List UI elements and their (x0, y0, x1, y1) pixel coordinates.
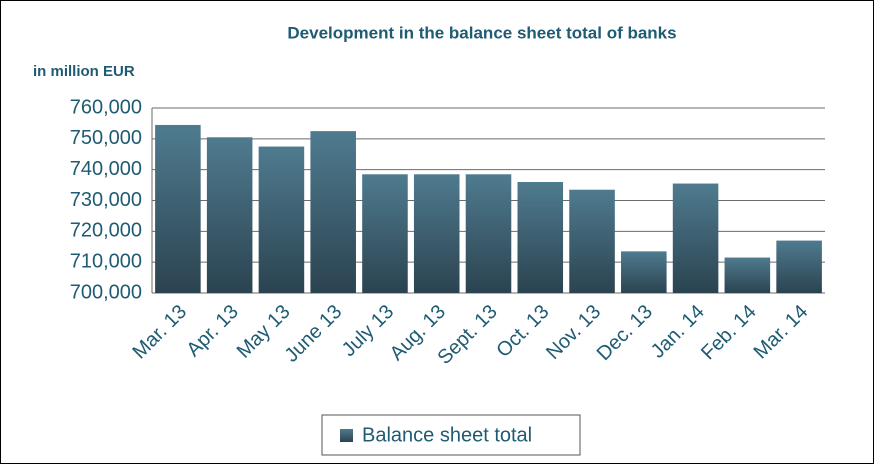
bar (310, 131, 356, 293)
y-tick-label: 710,000 (70, 250, 142, 272)
legend-swatch (340, 429, 353, 442)
bar (155, 124, 201, 293)
chart-title: Development in the balance sheet total o… (287, 23, 676, 42)
bar (672, 183, 719, 293)
legend-label: Balance sheet total (362, 424, 532, 446)
axis-label: in million EUR (33, 63, 135, 80)
bar (413, 174, 460, 293)
bar (465, 174, 512, 293)
bar (724, 257, 771, 293)
y-tick-label: 720,000 (70, 220, 142, 242)
y-tick-label: 700,000 (70, 281, 142, 303)
bar (517, 182, 564, 293)
y-tick-label: 740,000 (70, 158, 142, 180)
bar (621, 251, 667, 293)
bar (206, 137, 253, 293)
bar (776, 240, 822, 293)
bar (569, 189, 615, 293)
legend (321, 414, 581, 456)
y-tick-label: 730,000 (70, 189, 142, 211)
y-tick-label: 750,000 (70, 127, 142, 149)
bar (258, 146, 305, 293)
y-tick-label: 760,000 (70, 96, 142, 118)
bar (362, 174, 408, 293)
